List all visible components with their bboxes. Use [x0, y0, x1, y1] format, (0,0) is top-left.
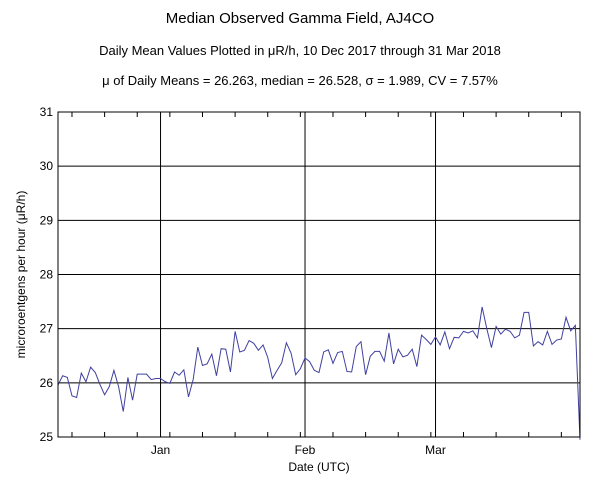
axis-ticks	[71, 112, 562, 437]
grid-lines	[58, 111, 580, 438]
plot-frame	[57, 111, 581, 438]
x-tick-labels: Jan Feb Mar	[151, 443, 446, 457]
y-tick-label-27: 27	[40, 322, 54, 336]
x-axis-label: Date (UTC)	[288, 460, 349, 474]
x-tick-label-mar: Mar	[425, 443, 446, 457]
y-tick-label-26: 26	[40, 376, 54, 390]
series-line-daily-mean	[57, 306, 581, 440]
y-tick-label-31: 31	[40, 105, 54, 119]
y-tick-label-29: 29	[40, 213, 54, 227]
y-tick-label-28: 28	[40, 268, 54, 282]
chart-subtitle: Daily Mean Values Plotted in μR/h, 10 De…	[99, 43, 501, 58]
y-tick-label-30: 30	[40, 159, 54, 173]
chart-title: Median Observed Gamma Field, AJ4CO	[165, 10, 435, 27]
y-axis-label: microroentgens per hour (μR/h)	[14, 191, 28, 359]
x-tick-label-jan: Jan	[151, 443, 170, 457]
y-tick-label-25: 25	[40, 430, 54, 444]
y-tick-labels: 25 26 27 28 29 30 31	[40, 105, 54, 444]
chart-stats-line: μ of Daily Means = 26.263, median = 26.5…	[102, 73, 498, 88]
x-tick-label-feb: Feb	[295, 443, 316, 457]
